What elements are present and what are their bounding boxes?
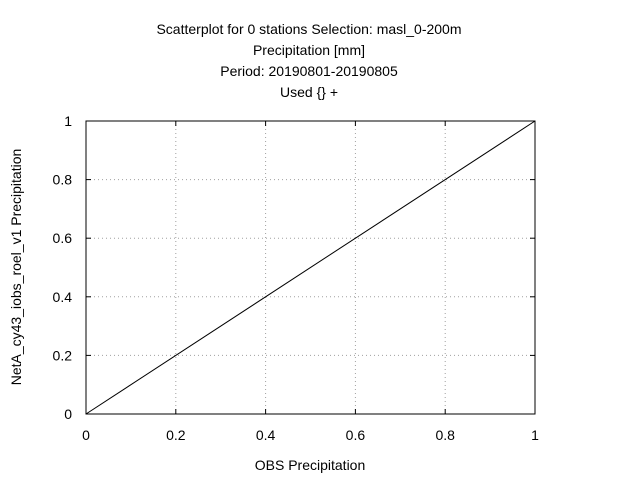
title-line-1: Scatterplot for 0 stations Selection: ma… (156, 21, 461, 37)
chart-title: Scatterplot for 0 stations Selection: ma… (156, 21, 461, 100)
x-tick-label: 0.6 (346, 427, 366, 443)
x-axis-label: OBS Precipitation (255, 457, 366, 473)
x-tick-label: 0.2 (166, 427, 186, 443)
y-tick-label: 0 (64, 406, 72, 422)
title-line-4: Used {} + (280, 84, 338, 100)
series-line (85, 120, 536, 415)
series-lines (85, 120, 536, 415)
y-axis-label: NetA_cy43_iobs_roel_v1 Precipitation (8, 149, 24, 386)
x-tick-label: 0.4 (256, 427, 276, 443)
y-tick-label: 1 (64, 113, 72, 129)
tick-marks (85, 120, 536, 415)
x-tick-label: 0 (82, 427, 90, 443)
y-tick-labels: 0 0.2 0.4 0.6 0.8 1 (53, 113, 73, 422)
y-tick-label: 0.6 (53, 230, 73, 246)
x-tick-label: 0.8 (435, 427, 455, 443)
y-tick-label: 0.2 (53, 347, 73, 363)
title-line-2: Precipitation [mm] (253, 42, 365, 58)
y-tick-label: 0.8 (53, 172, 73, 188)
grid-lines (86, 121, 535, 414)
plot-frame (85, 120, 536, 415)
x-tick-labels: 0 0.2 0.4 0.6 0.8 1 (82, 427, 539, 443)
y-tick-label: 0.4 (53, 289, 73, 305)
title-line-3: Period: 20190801-20190805 (220, 63, 398, 79)
x-tick-label: 1 (531, 427, 539, 443)
